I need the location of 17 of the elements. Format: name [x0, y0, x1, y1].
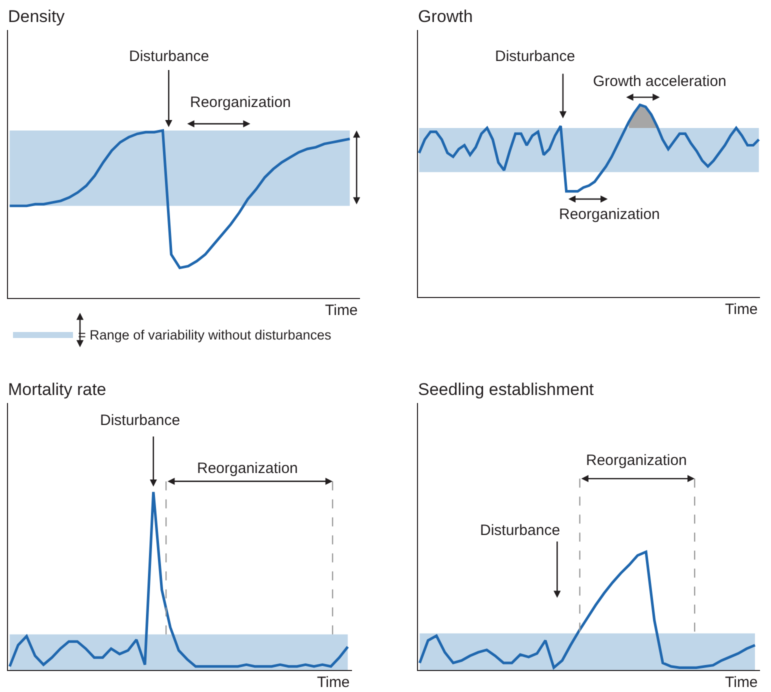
x-axis-title: Time	[725, 674, 758, 691]
text: Disturbance	[480, 522, 560, 539]
y-axis-title: Mortality rate	[8, 380, 106, 399]
x-axis-title: Time	[325, 302, 358, 319]
text: Disturbance	[100, 412, 180, 429]
text: Reorganization	[197, 460, 298, 477]
x-axis-title: Time	[725, 301, 758, 318]
x-axis-title: Time	[317, 674, 350, 691]
text: Reorganization	[190, 94, 291, 111]
text: Reorganization	[586, 452, 687, 469]
text: Growth acceleration	[593, 73, 726, 90]
annotation: Reorganization	[559, 206, 660, 223]
y-axis-title: Growth	[418, 7, 473, 26]
text: Disturbance	[495, 48, 576, 65]
text: Disturbance	[129, 48, 210, 65]
y-axis-title: Density	[8, 7, 66, 26]
y-axis-title: Seedling establishment	[418, 380, 594, 399]
